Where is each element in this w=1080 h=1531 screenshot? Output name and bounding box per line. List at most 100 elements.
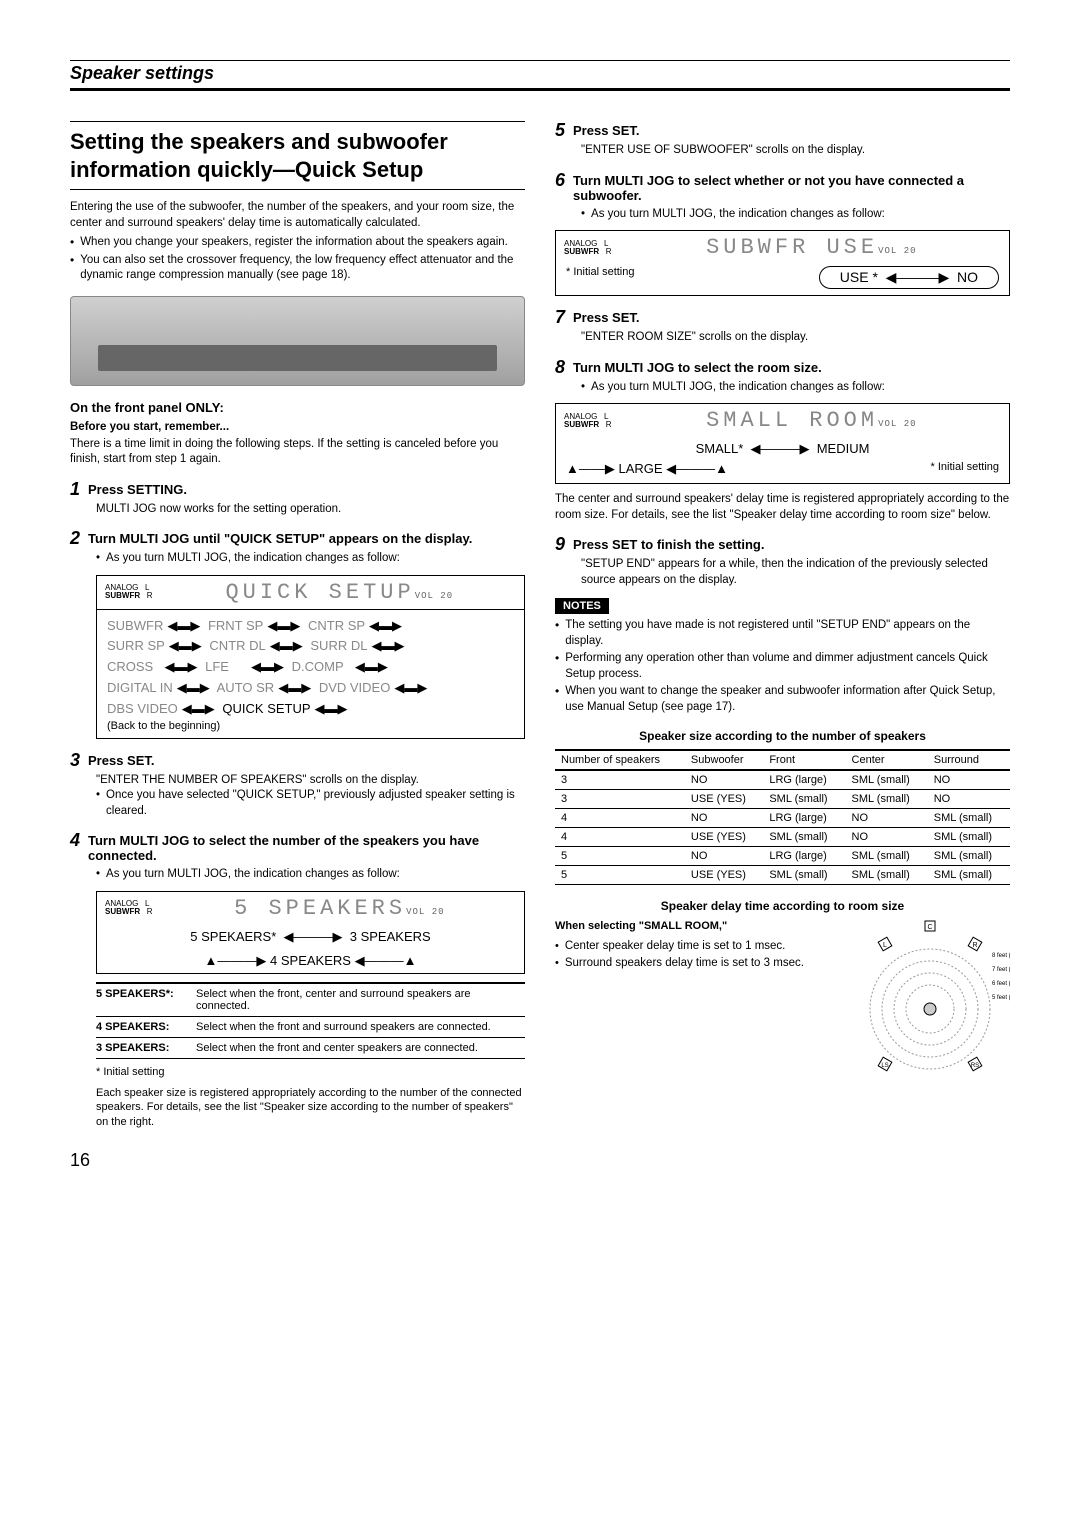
step-number: 2 (70, 529, 80, 547)
step-body: "ENTER ROOM SIZE" scrolls on the display… (581, 330, 1010, 346)
step-bullet: As you turn MULTI JOG, the indication ch… (96, 551, 525, 567)
delay-section: When selecting "SMALL ROOM," Center spea… (555, 919, 1010, 1079)
svg-text:RS: RS (971, 1063, 979, 1069)
delay-bullet: Surround speakers delay time is set to 3… (555, 956, 830, 972)
display-text: QUICK SETUPVOL 20 (163, 580, 516, 605)
step-title: Press SET to finish the setting. (573, 535, 1010, 553)
speaker-layout-diagram: C L R LS RS 8 feet (2.4 m) 7 feet (2.1 m… (850, 919, 1010, 1079)
room-cycle: SMALL* ◀———▶ MEDIUM (556, 437, 1009, 461)
page-number: 16 (70, 1150, 1010, 1171)
size-table-caption: Speaker size according to the number of … (555, 729, 1010, 743)
intro-text: Entering the use of the subwoofer, the n… (70, 200, 525, 231)
step-9: 9 Press SET to finish the setting. (555, 535, 1010, 553)
delay-table-caption: Speaker delay time according to room siz… (555, 899, 1010, 913)
table-row: 3NOLRG (large)SML (small)NO (555, 770, 1010, 790)
step-body: "SETUP END" appears for a while, then th… (581, 557, 1010, 588)
step-title: Press SETTING. (88, 480, 525, 498)
note-item: When you want to change the speaker and … (555, 684, 1010, 715)
cycle-row: CROSS ◀▬▶ LFE ◀▬▶ D.COMP ◀▬▶ (107, 657, 514, 678)
step-number: 5 (555, 121, 565, 139)
table-row: 4NOLRG (large)NOSML (small) (555, 809, 1010, 828)
notes-badge: NOTES (555, 598, 609, 614)
step-number: 8 (555, 358, 565, 376)
display-quick-setup: ANALOG L SUBWFR R QUICK SETUPVOL 20 SUBW… (96, 575, 525, 739)
svg-text:5 feet (1.5 m): 5 feet (1.5 m) (992, 995, 1010, 1001)
step-bullet: As you turn MULTI JOG, the indication ch… (96, 867, 525, 883)
step-bullet: As you turn MULTI JOG, the indication ch… (581, 380, 1010, 396)
step-title: Turn MULTI JOG to select whether or not … (573, 171, 1010, 203)
speaker-cycle: ▲———▶ 4 SPEAKERS ◀———▲ (97, 949, 524, 973)
step-title: Press SET. (88, 751, 525, 769)
before-start-text: There is a time limit in doing the follo… (70, 437, 525, 468)
size-table: Number of speakers Subwoofer Front Cente… (555, 749, 1010, 885)
note-item: Performing any operation other than volu… (555, 651, 1010, 682)
display-icons: ANALOG L SUBWFR R (564, 413, 612, 429)
step-title: Turn MULTI JOG until "QUICK SETUP" appea… (88, 529, 525, 547)
initial-setting-label: * Initial setting (931, 461, 999, 477)
cycle-row: SURR SP◀▬▶ CNTR DL◀▬▶ SURR DL◀▬▶ (107, 636, 514, 657)
display-text: 5 SPEAKERSVOL 20 (163, 896, 516, 921)
table-row: 4USE (YES)SML (small)NOSML (small) (555, 828, 1010, 847)
display-icons: ANALOG L SUBWFR R (105, 584, 153, 600)
step-3: 3 Press SET. (70, 751, 525, 769)
step-number: 7 (555, 308, 565, 326)
step-bullet: As you turn MULTI JOG, the indication ch… (581, 207, 1010, 223)
right-column: 5 Press SET. "ENTER USE OF SUBWOOFER" sc… (555, 121, 1010, 1130)
step-6: 6 Turn MULTI JOG to select whether or no… (555, 171, 1010, 203)
display-text: SMALL ROOMVOL 20 (622, 408, 1001, 433)
svg-text:LS: LS (881, 1063, 888, 1069)
step-4: 4 Turn MULTI JOG to select the number of… (70, 831, 525, 863)
step-number: 9 (555, 535, 565, 553)
cycle-back: (Back to the beginning) (107, 720, 514, 732)
step-bullet: Once you have selected "QUICK SETUP," pr… (96, 788, 525, 819)
step-title: Turn MULTI JOG to select the room size. (573, 358, 1010, 376)
step-7: 7 Press SET. (555, 308, 1010, 326)
speaker-cycle: 5 SPEKAERS* ◀———▶ 3 SPEAKERS (97, 925, 524, 949)
svg-text:R: R (972, 942, 977, 949)
step-number: 6 (555, 171, 565, 203)
intro-bullet: When you change your speakers, register … (70, 235, 525, 251)
step-1: 1 Press SETTING. (70, 480, 525, 498)
step-title: Press SET. (573, 308, 1010, 326)
display-speakers: ANALOG L SUBWFR R 5 SPEAKERSVOL 20 5 SPE… (96, 891, 525, 974)
step-body: MULTI JOG now works for the setting oper… (96, 502, 525, 518)
note-item: The setting you have made is not registe… (555, 618, 1010, 649)
cycle-row: DIGITAL IN◀▬▶ AUTO SR◀▬▶ DVD VIDEO◀▬▶ (107, 678, 514, 699)
step-number: 1 (70, 480, 80, 498)
step-2: 2 Turn MULTI JOG until "QUICK SETUP" app… (70, 529, 525, 547)
display-icons: ANALOG L SUBWFR R (105, 900, 153, 916)
left-column: Setting the speakers and subwoofer infor… (70, 121, 525, 1130)
step-title: Press SET. (573, 121, 1010, 139)
receiver-image (70, 296, 525, 386)
table-row: 5NOLRG (large)SML (small)SML (small) (555, 847, 1010, 866)
table-row: 5USE (YES)SML (small)SML (small)SML (sma… (555, 866, 1010, 885)
display-subwfr: ANALOG L SUBWFR R SUBWFR USEVOL 20 * Ini… (555, 230, 1010, 296)
svg-text:6 feet (1.8 m): 6 feet (1.8 m) (992, 981, 1010, 987)
svg-text:8 feet (2.4 m): 8 feet (2.4 m) (992, 953, 1010, 959)
footnote-text: Each speaker size is registered appropri… (96, 1086, 525, 1131)
subwfr-cycle: USE * ◀———▶ NO (819, 266, 999, 289)
delay-subhead: When selecting "SMALL ROOM," (555, 919, 830, 934)
front-panel-only: On the front panel ONLY: (70, 400, 525, 415)
display-room: ANALOG L SUBWFR R SMALL ROOMVOL 20 SMALL… (555, 403, 1010, 484)
display-text: SUBWFR USEVOL 20 (622, 235, 1001, 260)
main-title: Setting the speakers and subwoofer infor… (70, 121, 525, 190)
footnote-star: * Initial setting (96, 1065, 525, 1080)
delay-bullet: Center speaker delay time is set to 1 ms… (555, 939, 830, 955)
svg-text:L: L (883, 942, 887, 949)
content-columns: Setting the speakers and subwoofer infor… (70, 121, 1010, 1130)
initial-setting-label: * Initial setting (566, 266, 634, 289)
display-icons: ANALOG L SUBWFR R (564, 240, 612, 256)
intro-bullet: You can also set the crossover frequency… (70, 253, 525, 284)
step-number: 3 (70, 751, 80, 769)
cycle-row: DBS VIDEO◀▬▶ QUICK SETUP◀▬▶ (107, 699, 514, 720)
table-row: 3USE (YES)SML (small)SML (small)NO (555, 790, 1010, 809)
step-body: "ENTER USE OF SUBWOOFER" scrolls on the … (581, 143, 1010, 159)
room-cycle-large: ▲——▶ LARGE ◀———▲ (566, 461, 728, 477)
cycle-row: SUBWFR◀▬▶ FRNT SP◀▬▶ CNTR SP◀▬▶ (107, 616, 514, 637)
before-start: Before you start, remember... (70, 421, 525, 433)
section-header: Speaker settings (70, 60, 1010, 91)
room-note: The center and surround speakers' delay … (555, 492, 1010, 523)
step-8: 8 Turn MULTI JOG to select the room size… (555, 358, 1010, 376)
speaker-option-table: 5 SPEAKERS*:Select when the front, cente… (96, 982, 525, 1059)
